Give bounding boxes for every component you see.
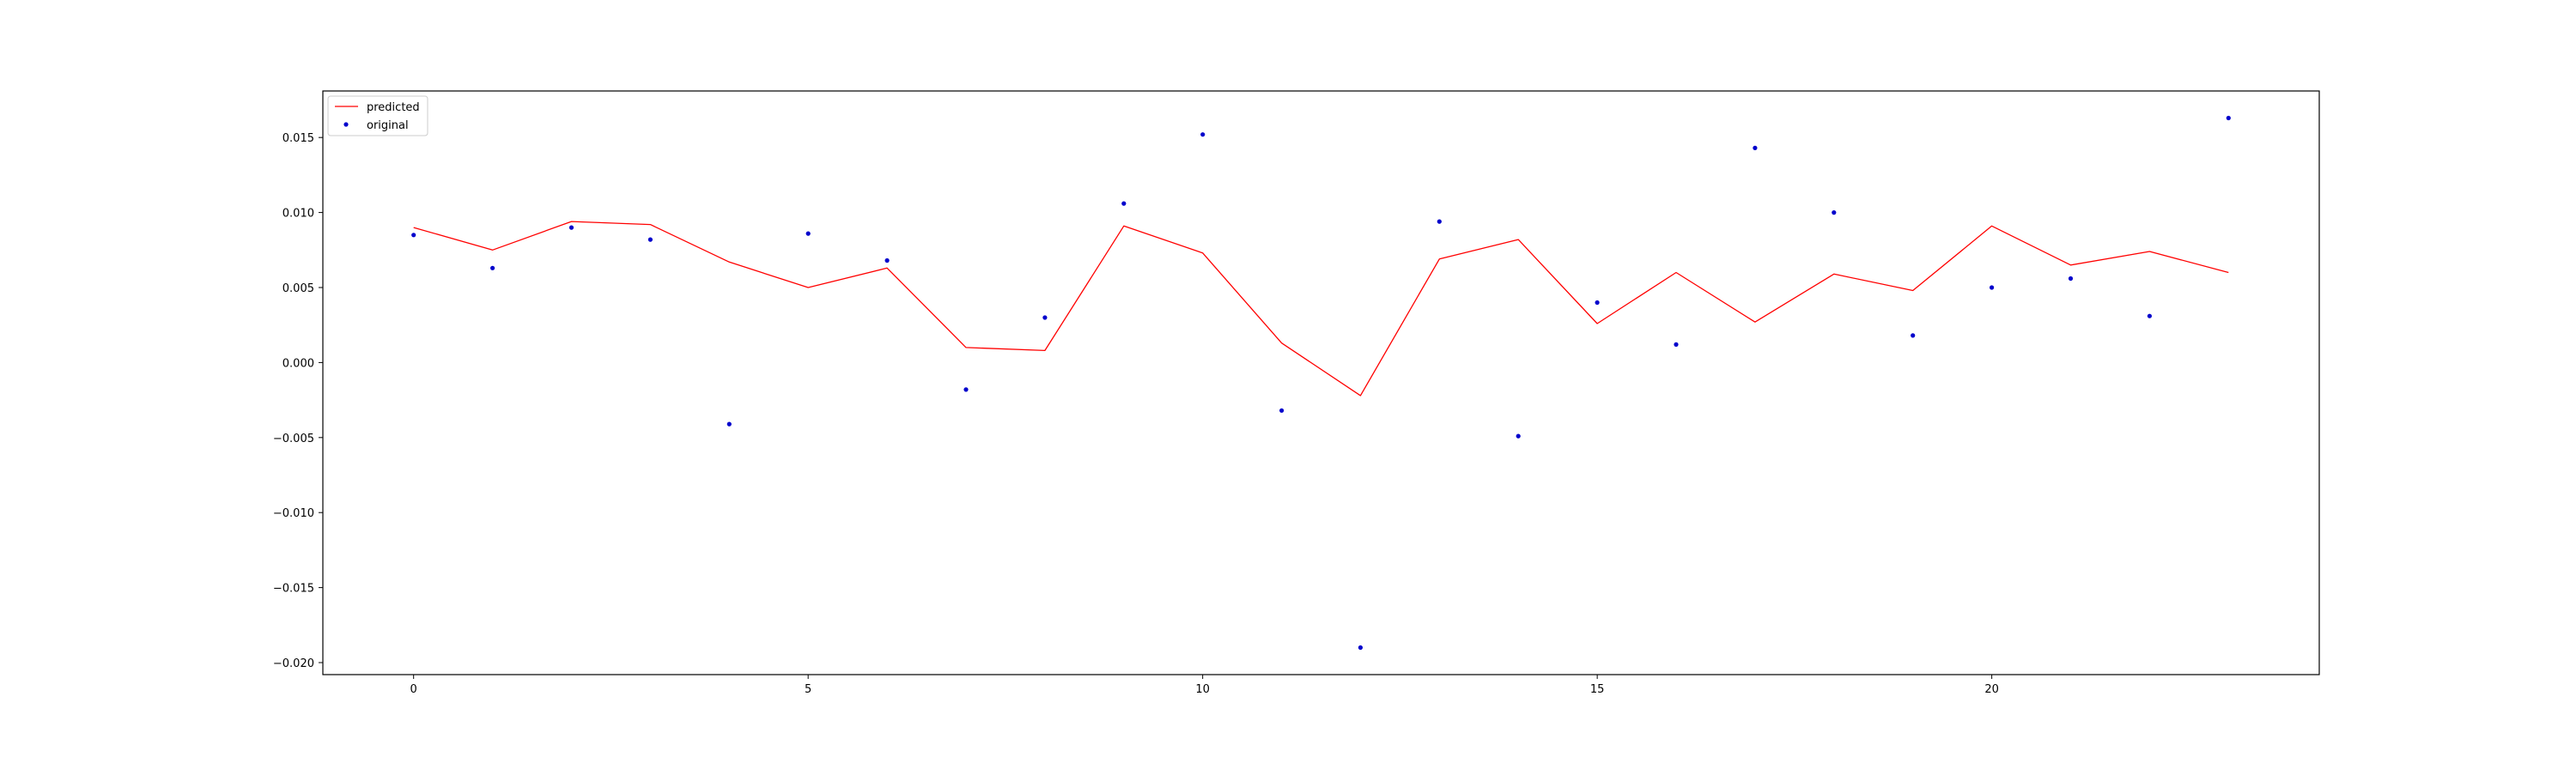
legend-predicted-label: predicted [367,101,420,114]
point-original [1753,145,1758,150]
y-tick-label: −0.005 [273,433,314,445]
point-original [963,387,969,392]
point-original [1200,132,1206,137]
point-original [647,237,653,242]
point-original [884,257,890,263]
x-tick-label: 0 [410,683,417,696]
point-original [411,233,416,238]
axes-layer: 0 5 10 15 20 0.015 0.010 0.005 0.000 −0.005 −0.010… [273,132,1999,696]
point-original [490,265,495,270]
series-layer [411,115,2231,651]
legend-original-marker [343,122,349,127]
y-tick-label: 0.000 [283,357,314,370]
point-original [1121,201,1127,206]
legend-original-label: original [367,119,409,132]
y-tick-label: 0.015 [283,132,314,145]
y-tick-label: −0.015 [273,583,314,596]
y-tick-label: 0.010 [283,208,314,221]
legend: predicted original [327,95,428,136]
point-original [568,225,574,230]
y-tick-label: −0.020 [273,657,314,670]
y-tick-label: 0.005 [283,282,314,295]
point-original [2068,276,2074,282]
point-original [2147,313,2152,318]
point-original [1358,645,1363,651]
x-tick-label: 15 [1590,683,1605,696]
point-original [1595,300,1600,306]
point-original [1042,315,1048,320]
point-original [805,231,811,236]
x-tick-label: 5 [805,683,811,696]
point-original [2226,115,2231,121]
x-tick-label: 10 [1195,683,1210,696]
point-original [1516,433,1521,439]
series-line-predicted [413,221,2229,397]
point-original [1911,333,1916,338]
point-original [1437,219,1442,224]
point-original [726,421,732,427]
y-tick-label: −0.010 [273,507,314,520]
x-tick-label: 20 [1984,683,1999,696]
plot-frame [322,90,2320,675]
point-original [1279,408,1285,413]
point-original [1832,210,1837,215]
point-original [1674,342,1679,347]
point-original [1990,285,1995,290]
